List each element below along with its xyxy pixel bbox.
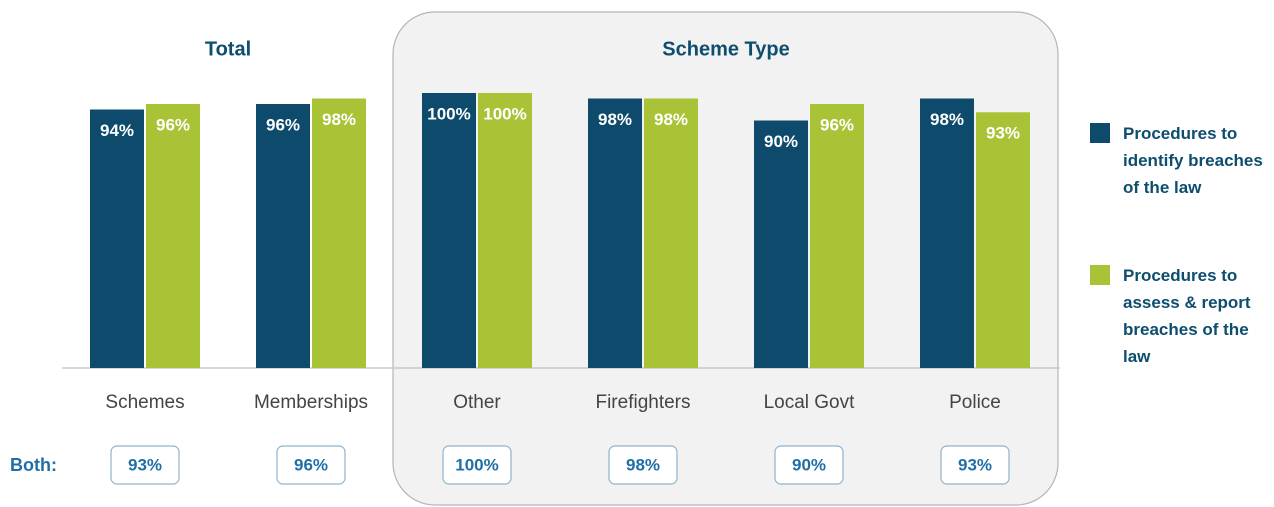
legend-swatch: [1090, 123, 1110, 143]
both-value: 98%: [626, 455, 660, 474]
bar: [312, 98, 366, 368]
both-label: Both:: [10, 455, 57, 475]
value-label: 96%: [266, 115, 300, 134]
legend-label: Procedures to identify breaches of the l…: [1123, 124, 1263, 197]
legend-label: Procedures to assess & report breaches o…: [1123, 266, 1251, 366]
both-box: [276, 445, 346, 485]
bar: [644, 98, 698, 368]
value-label: 90%: [764, 132, 798, 151]
both-value: 96%: [294, 455, 328, 474]
value-label: 98%: [322, 110, 356, 129]
group-title: Scheme Type: [662, 38, 789, 60]
value-label: 100%: [427, 104, 470, 123]
legend-swatch: [1090, 265, 1110, 285]
x-tick-label: Memberships: [254, 392, 368, 413]
value-label: 96%: [820, 115, 854, 134]
x-tick-label: Local Govt: [764, 392, 856, 413]
both-box: [940, 445, 1010, 485]
both-box: [110, 445, 180, 485]
both-box: [442, 445, 512, 485]
bar: [90, 109, 144, 368]
both-value: 100%: [455, 455, 498, 474]
value-label: 94%: [100, 121, 134, 140]
value-label: 96%: [156, 115, 190, 134]
value-label: 93%: [986, 124, 1020, 143]
x-tick-label: Schemes: [105, 392, 184, 413]
bar: [976, 112, 1030, 368]
both-box: [608, 445, 678, 485]
group-title: Total: [205, 38, 251, 60]
bar: [422, 93, 476, 368]
bar: [146, 104, 200, 368]
x-tick-label: Firefighters: [595, 392, 690, 413]
bar: [478, 93, 532, 368]
bar: [256, 104, 310, 368]
both-value: 93%: [958, 455, 992, 474]
value-label: 98%: [654, 110, 688, 129]
both-box: [774, 445, 844, 485]
value-label: 100%: [483, 104, 526, 123]
value-label: 98%: [930, 110, 964, 129]
value-label: 98%: [598, 110, 632, 129]
x-tick-label: Police: [949, 392, 1001, 413]
group-panel: [392, 11, 1059, 506]
both-value: 90%: [792, 455, 826, 474]
bar: [588, 98, 642, 368]
bar: [810, 104, 864, 368]
x-tick-label: Other: [453, 392, 501, 413]
bar: [920, 98, 974, 368]
bar: [754, 120, 808, 368]
both-value: 93%: [128, 455, 162, 474]
